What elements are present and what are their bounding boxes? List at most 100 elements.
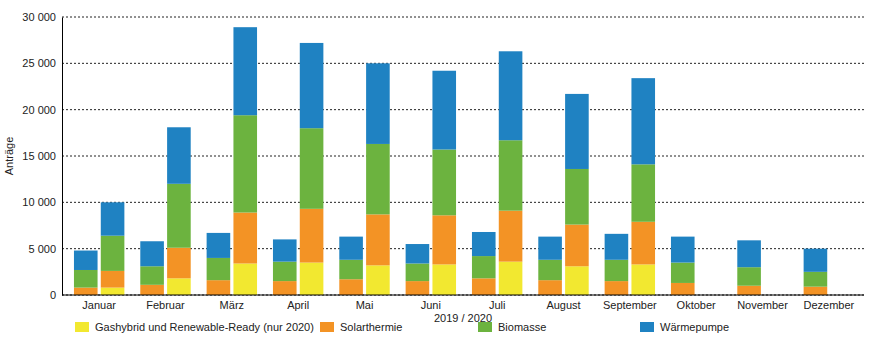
legend-swatch xyxy=(75,322,89,332)
y-tick: 20 000 xyxy=(22,104,62,116)
x-tick-label: August xyxy=(546,299,580,311)
x-tick-label: Oktober xyxy=(677,299,716,311)
bar-segment xyxy=(207,233,231,258)
bar-segment xyxy=(233,27,257,115)
x-tick-label: Mai xyxy=(356,299,374,311)
x-tick: Oktober xyxy=(677,295,716,311)
bar-segment xyxy=(101,288,125,295)
x-tick-label: November xyxy=(737,299,788,311)
bar-segment xyxy=(804,249,828,272)
x-tick: März xyxy=(220,295,244,311)
bar-segment xyxy=(339,279,363,295)
x-tick-label: Dezember xyxy=(803,299,854,311)
bar-segment xyxy=(167,127,191,184)
x-tick: August xyxy=(546,295,580,311)
x-tick-label: Juni xyxy=(421,299,441,311)
bar-segment xyxy=(499,140,523,210)
y-tick: 0 xyxy=(50,289,62,301)
bar-segment xyxy=(74,251,98,270)
bar-segment xyxy=(167,278,191,295)
legend: Gashybrid und Renewable-Ready (nur 2020)… xyxy=(75,321,729,333)
y-axis-line xyxy=(62,18,63,296)
bar-segment xyxy=(565,266,589,295)
y-tick: 10 000 xyxy=(22,196,62,208)
bar-segment xyxy=(406,281,430,295)
bar-segment xyxy=(737,267,761,286)
bar-segment xyxy=(74,270,98,288)
bar-segment xyxy=(366,144,390,214)
bar-segment xyxy=(300,128,324,209)
bar-segment xyxy=(605,260,629,281)
bar-segment xyxy=(207,280,231,295)
bar-segment xyxy=(631,264,655,295)
y-tick-label: 20 000 xyxy=(22,104,56,116)
grid-line xyxy=(62,109,864,110)
legend-label: Gashybrid und Renewable-Ready (nur 2020) xyxy=(95,321,314,333)
bar-segment xyxy=(167,248,191,279)
bar-segment xyxy=(565,225,589,267)
grid-line xyxy=(62,17,864,18)
bar-segment xyxy=(339,260,363,279)
bar-segment xyxy=(499,211,523,262)
bar-segment xyxy=(432,150,456,216)
bar-segment xyxy=(366,265,390,295)
bar-segment xyxy=(631,222,655,265)
bar-segment xyxy=(432,264,456,295)
x-axis-line xyxy=(62,295,864,296)
bar-segment xyxy=(538,237,562,260)
bar-segment xyxy=(233,213,257,264)
x-tick-label: März xyxy=(220,299,244,311)
bar-segment xyxy=(366,63,390,144)
legend-swatch xyxy=(320,322,334,332)
x-tick-label: September xyxy=(603,299,657,311)
grid xyxy=(62,17,864,295)
bar-segment xyxy=(804,272,828,287)
bar-segment xyxy=(565,94,589,169)
legend-label: Wärmepumpe xyxy=(660,321,729,333)
bar-segment xyxy=(101,271,125,288)
y-tick-label: 30 000 xyxy=(22,11,56,23)
bar-segment xyxy=(140,241,164,266)
x-axis: Januar Februar März April Mai Juni Juli August S… xyxy=(62,295,864,311)
x-tick: Mai xyxy=(356,295,374,311)
legend-swatch xyxy=(478,322,492,332)
bar-segment xyxy=(300,209,324,263)
bar-segment xyxy=(273,281,297,295)
bar-segment xyxy=(300,263,324,295)
bar-segment xyxy=(472,278,496,295)
y-tick-label: 15 000 xyxy=(22,150,56,162)
bar-segment xyxy=(406,244,430,263)
bar-segment xyxy=(631,78,655,164)
bar-segment xyxy=(737,240,761,267)
x-tick: Januar xyxy=(82,295,116,311)
bar-segment xyxy=(366,214,390,265)
y-axis-title: Anträge xyxy=(3,137,15,176)
bar-segment xyxy=(538,280,562,295)
bar-segment xyxy=(167,184,191,248)
legend-label: Solarthermie xyxy=(340,321,402,333)
bar-segment xyxy=(605,281,629,295)
x-tick: April xyxy=(287,295,309,311)
x-tick: Juni xyxy=(421,295,441,311)
bar-segment xyxy=(273,262,297,281)
bar-segment xyxy=(273,239,297,261)
bar-segment xyxy=(472,232,496,256)
bar-segment xyxy=(300,43,324,128)
x-tick: Dezember xyxy=(803,295,854,311)
bar-segment xyxy=(101,236,125,271)
bar-segment xyxy=(499,262,523,295)
legend-swatch xyxy=(640,322,654,332)
bar-segment xyxy=(432,215,456,264)
chart: 05 00010 00015 00020 00025 00030 000Janu… xyxy=(0,0,872,351)
bar-segment xyxy=(233,115,257,212)
x-tick-label: April xyxy=(287,299,309,311)
bar-segment xyxy=(737,286,761,295)
y-tick-label: 10 000 xyxy=(22,196,56,208)
x-tick-label: Juli xyxy=(489,299,506,311)
grid-line xyxy=(62,295,864,296)
bar-segment xyxy=(565,169,589,225)
bar-segment xyxy=(140,266,164,285)
x-tick-label: Februar xyxy=(146,299,185,311)
bar-segment xyxy=(406,263,430,281)
legend-label: Biomasse xyxy=(498,321,546,333)
